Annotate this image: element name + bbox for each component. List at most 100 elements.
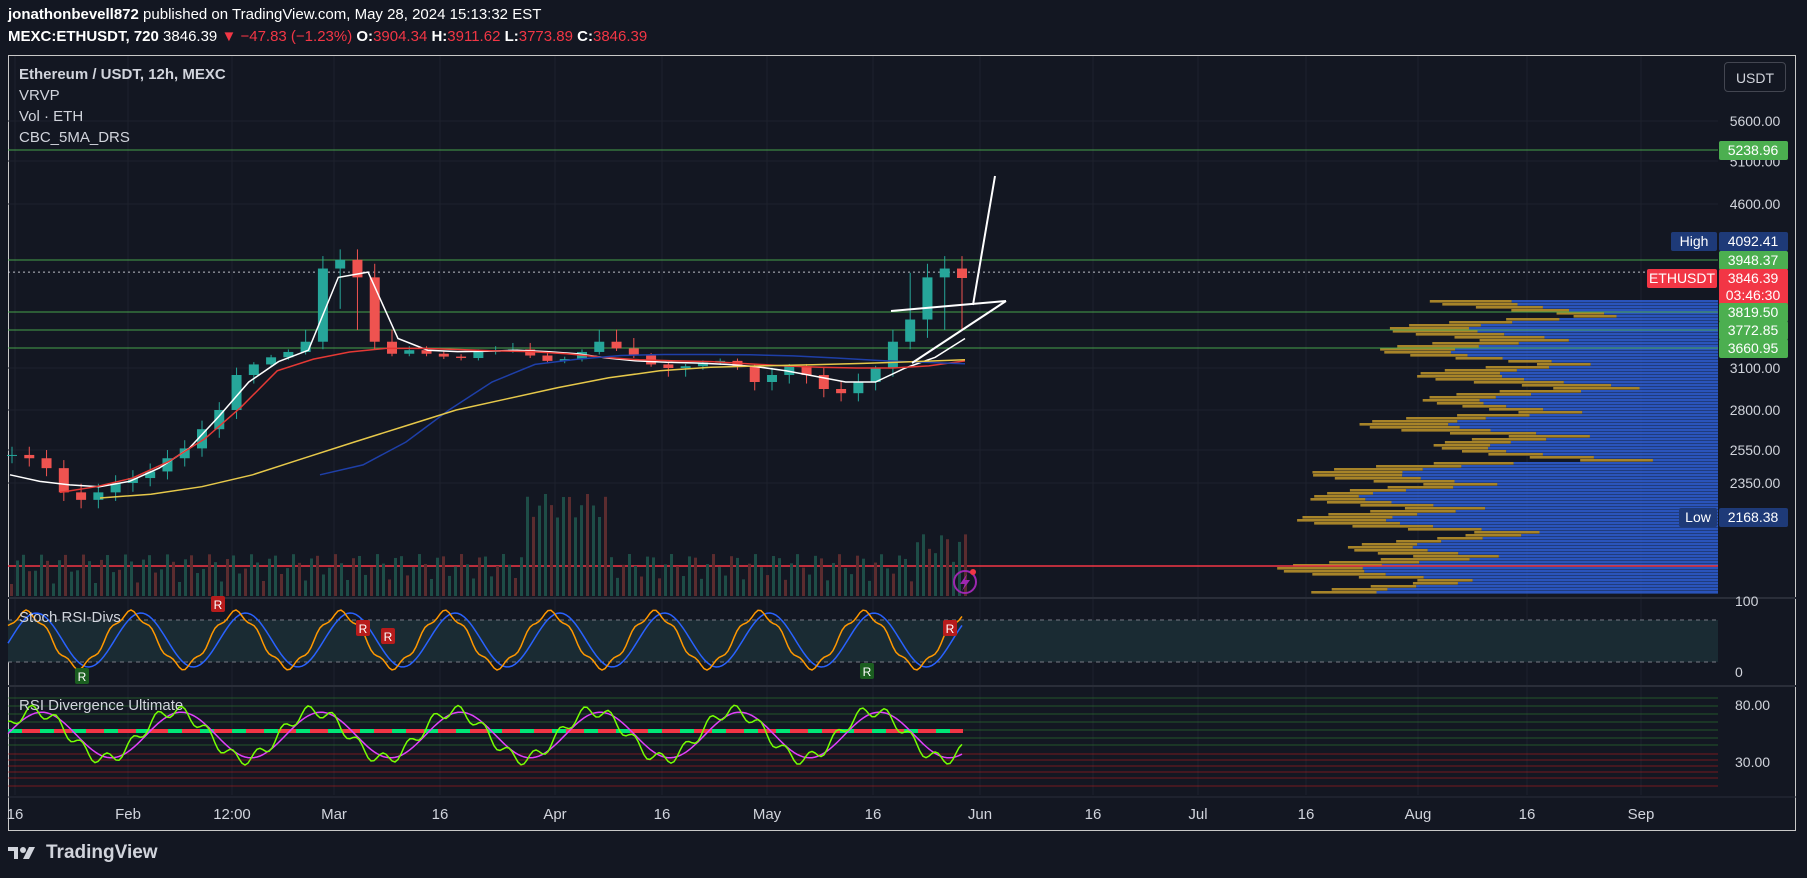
divergence-marker-label: R xyxy=(214,598,223,612)
price-label-box xyxy=(1719,508,1788,527)
price-axis: 5600.005100.004600.003100.002800.002550.… xyxy=(1730,113,1781,491)
volume-bar xyxy=(664,564,667,596)
vp-bar-value xyxy=(1589,435,1718,438)
vp-bar-volume xyxy=(1489,408,1544,411)
volume-bar xyxy=(70,571,73,596)
volume-bar xyxy=(544,494,547,596)
vp-bar-value xyxy=(1454,480,1718,483)
volume-bar xyxy=(316,555,319,596)
vp-bar-volume xyxy=(1407,528,1482,531)
vp-bar-volume xyxy=(1326,501,1392,504)
volume-bar xyxy=(832,562,835,596)
volume-bar xyxy=(232,555,235,596)
volume-bar xyxy=(622,564,625,596)
vp-bar-volume xyxy=(1449,321,1513,324)
time-tick-label: 12:00 xyxy=(213,806,251,823)
volume-bar xyxy=(814,555,817,596)
volume-bar xyxy=(10,584,13,596)
vp-bar-value xyxy=(1616,315,1718,318)
lightning-icon-ring xyxy=(953,570,977,594)
rsi-divergence-title[interactable]: RSI Divergence Ultimate xyxy=(19,697,184,714)
legend-vrvp[interactable]: VRVP xyxy=(19,87,60,104)
volume-bar xyxy=(574,517,577,596)
rsi-signal-line xyxy=(7,711,963,759)
stoch-rsi-title[interactable]: Stoch RSI-Divs xyxy=(19,609,121,626)
high-value: 3911.62 xyxy=(447,28,501,45)
last-price: 3846.39 xyxy=(163,28,218,45)
alert-dot xyxy=(970,569,976,575)
legend-volume[interactable]: Vol · ETH xyxy=(19,108,84,125)
volume-bar xyxy=(886,568,889,596)
author-name[interactable]: jonathonbevell872 xyxy=(8,6,139,23)
volume-bar xyxy=(712,554,715,596)
candle-body xyxy=(456,356,467,359)
vp-bar-volume xyxy=(1312,573,1386,576)
volume-bar xyxy=(58,560,61,596)
volume-bar xyxy=(430,578,433,596)
vp-bar-volume xyxy=(1334,477,1421,480)
volume-bar xyxy=(754,554,757,596)
vp-bar-value xyxy=(1358,495,1718,498)
vp-bar-volume xyxy=(1417,375,1503,378)
volume-bar xyxy=(382,563,385,596)
volume-bar xyxy=(946,539,949,596)
volume-bar xyxy=(388,579,391,596)
candle-body xyxy=(663,364,674,368)
vp-bar-value xyxy=(1502,375,1718,378)
vp-bar-volume xyxy=(1442,303,1518,306)
volume-bar xyxy=(460,554,463,596)
candle-body xyxy=(162,458,173,472)
vp-bar-volume xyxy=(1435,378,1525,381)
vp-bar-volume xyxy=(1369,426,1460,429)
vp-bar-value xyxy=(1362,567,1718,570)
vp-bar-volume xyxy=(1312,471,1403,474)
volume-bar xyxy=(562,497,565,596)
volume-bar xyxy=(340,563,343,596)
volume-bar xyxy=(700,578,703,596)
vp-bar-volume xyxy=(1508,435,1590,438)
volume-bar xyxy=(496,566,499,596)
volume-bar xyxy=(724,575,727,596)
vp-bar-volume xyxy=(1360,504,1434,507)
volume-bar xyxy=(478,557,481,596)
divergence-marker xyxy=(381,628,395,644)
legend-title[interactable]: Ethereum / USDT, 12h, MEXC xyxy=(19,66,226,83)
volume-bar xyxy=(826,580,829,596)
volume-bar xyxy=(904,558,907,596)
vp-bar-value xyxy=(1420,477,1718,480)
vp-bar-volume xyxy=(1506,318,1560,321)
vp-bar-volume xyxy=(1417,579,1473,582)
time-tick-label: Jun xyxy=(968,806,992,823)
legend-cbc[interactable]: CBC_5MA_DRS xyxy=(19,129,130,146)
tradingview-logo[interactable]: TradingView xyxy=(8,842,158,864)
vp-bar-value xyxy=(1502,357,1718,360)
volume-bar xyxy=(490,576,493,596)
price-tick-label: 2800.00 xyxy=(1730,402,1781,418)
vp-bar-volume xyxy=(1475,306,1543,309)
vp-bar-value xyxy=(1582,411,1718,414)
volume-bar xyxy=(346,579,349,596)
volume-bar xyxy=(148,555,151,596)
vp-bar-value xyxy=(1385,573,1718,576)
currency-button[interactable]: USDT xyxy=(1724,62,1786,92)
vp-bar-volume xyxy=(1432,342,1519,345)
volume-bar xyxy=(802,567,805,596)
price-label-text: 5238.96 xyxy=(1728,142,1779,158)
volume-bar xyxy=(472,578,475,596)
low-label: L: xyxy=(504,28,519,45)
volume-bar xyxy=(646,556,649,596)
volume-bar xyxy=(910,581,913,596)
vp-bar-value xyxy=(1506,405,1718,408)
price-tag-box xyxy=(1679,508,1717,527)
vp-bar-value xyxy=(1419,561,1718,564)
time-tick-label: 16 xyxy=(1519,806,1536,823)
volume-bar xyxy=(334,554,337,596)
volume-bar xyxy=(778,558,781,596)
vp-bar-value xyxy=(1441,540,1718,543)
volume-bar xyxy=(634,565,637,596)
volume-bar xyxy=(442,556,445,596)
volume-bar xyxy=(538,505,541,596)
volume-bar xyxy=(82,554,85,596)
